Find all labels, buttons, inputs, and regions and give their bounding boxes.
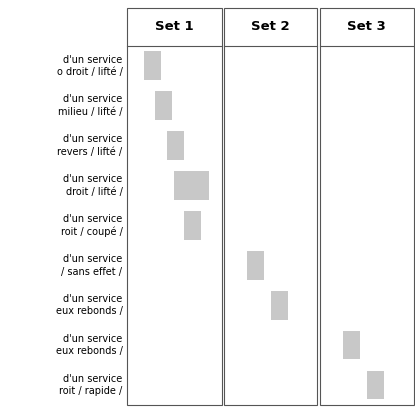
Bar [367, 371, 384, 399]
Bar [155, 91, 172, 120]
Text: d'un service
eux rebonds /: d'un service eux rebonds / [56, 294, 122, 316]
Text: Set 3: Set 3 [347, 20, 386, 33]
Bar [167, 131, 184, 160]
Text: Set 2: Set 2 [251, 20, 290, 33]
Bar [247, 251, 264, 280]
Bar [127, 8, 222, 405]
Text: d'un service
revers / lifté /: d'un service revers / lifté / [57, 134, 122, 157]
Bar [320, 8, 414, 405]
Text: d'un service
milieu / lifté /: d'un service milieu / lifté / [58, 94, 122, 117]
Text: Set 1: Set 1 [155, 20, 194, 33]
Text: d'un service
o droit / lifté /: d'un service o droit / lifté / [56, 55, 122, 77]
Text: d'un service
eux rebonds /: d'un service eux rebonds / [56, 334, 122, 356]
Bar [174, 171, 191, 200]
Text: d'un service
/ sans effet /: d'un service / sans effet / [61, 254, 122, 276]
Bar [224, 8, 317, 405]
Text: d'un service
droit / lifté /: d'un service droit / lifté / [63, 174, 122, 197]
Text: d'un service
roit / rapide /: d'un service roit / rapide / [59, 374, 122, 396]
Bar [343, 331, 360, 359]
Bar [144, 51, 161, 80]
Bar [184, 211, 201, 240]
Text: d'un service
roit / coupé /: d'un service roit / coupé / [61, 214, 122, 237]
Bar [271, 291, 288, 319]
Bar [191, 171, 209, 200]
